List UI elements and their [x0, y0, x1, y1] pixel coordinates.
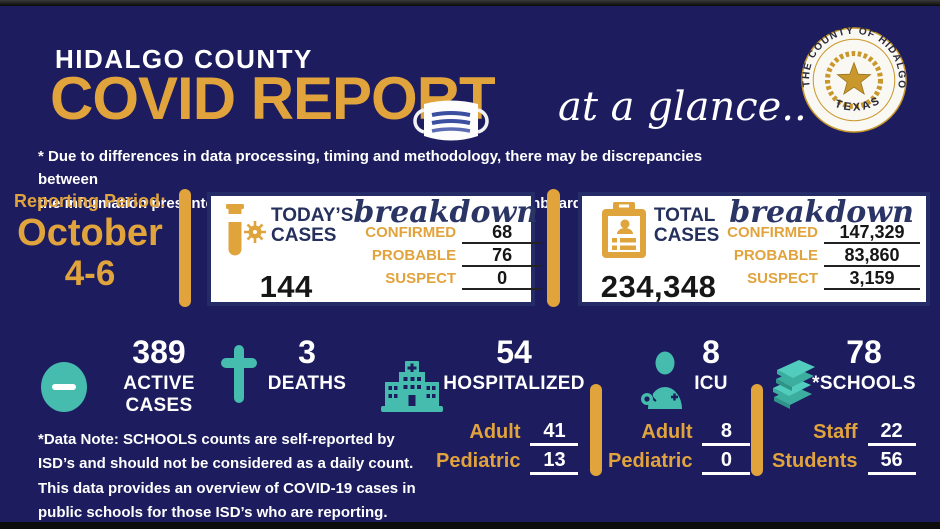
hospitalized-breakdown: Adult 41 Pediatric 13 — [436, 421, 579, 475]
todays-cases-card: TODAY’S CASES 144 breakdown CONFIRMED 68… — [207, 192, 543, 306]
county-seal: THE COUNTY OF HIDALGO TEXAS — [798, 26, 910, 138]
todays-cases-label: TODAY’S CASES — [271, 205, 354, 246]
total-cases-total: 234,348 — [600, 269, 717, 304]
clipboard-icon — [598, 202, 650, 265]
cross-icon — [221, 345, 257, 410]
data-note: *Data Note: SCHOOLS counts are self-repo… — [38, 428, 428, 525]
reporting-period-days: 4-6 — [64, 253, 116, 293]
active-cases-stat: 389 ACTIVE CASES — [88, 336, 230, 417]
data-note-line-1: *Data Note: SCHOOLS counts are self-repo… — [38, 431, 395, 448]
hospitalized-label: HOSPITALIZED — [443, 373, 585, 394]
hospital-icon — [381, 361, 443, 418]
hospitalized-stat: 54 HOSPITALIZED — [438, 336, 590, 395]
breakdown-row: SUSPECT 0 — [353, 269, 543, 290]
deaths-label: DEATHS — [267, 373, 347, 394]
data-note-line-4: public schools for those ISD’s who are r… — [38, 503, 388, 521]
deaths-value: 3 — [298, 334, 316, 370]
total-cases-card: TOTAL CASES 234,348 breakdown CONFIRMED … — [578, 192, 930, 306]
minus-circle-icon — [40, 361, 88, 418]
divider-bar — [590, 384, 602, 476]
active-cases-value: 389 — [132, 334, 186, 370]
icu-breakdown: Adult 8 Pediatric 0 — [608, 421, 751, 475]
active-cases-label: ACTIVE CASES — [123, 373, 195, 416]
page-title: COVID REPORT — [50, 65, 496, 132]
disclaimer-line-1: * Due to differences in data processing,… — [38, 148, 703, 189]
divider-bar — [179, 189, 191, 307]
reporting-period: Reporting Period: October 4-6 — [4, 191, 176, 291]
total-cases-label: TOTAL CASES — [653, 205, 720, 246]
tagline: at a glance.. — [558, 84, 807, 130]
seal-star — [836, 61, 872, 96]
icu-value: 8 — [702, 334, 720, 370]
schools-breakdown: Staff 22 Students 56 — [772, 421, 916, 475]
reporting-period-label: Reporting Period: — [14, 191, 166, 211]
data-note-line-3: This data provides an overview of COVID-… — [38, 479, 416, 497]
schools-stat: 78 *SCHOOLS — [806, 336, 922, 395]
divider-bar — [751, 384, 763, 476]
breakdown-row: PROBABLE 83,860 — [727, 246, 920, 267]
breakdown-row: CONFIRMED 68 — [353, 223, 543, 244]
face-mask-icon — [410, 90, 492, 155]
breakdown-row: SUSPECT 3,159 — [727, 269, 920, 290]
schools-value: 78 — [846, 334, 882, 370]
breakdown-row: CONFIRMED 147,329 — [727, 223, 920, 244]
top-letterbox-strip — [0, 0, 940, 6]
data-note-line-2: ISD’s and should not be considered as a … — [38, 455, 414, 473]
hospitalized-value: 54 — [496, 334, 532, 370]
divider-bar — [547, 189, 560, 307]
schools-label: *SCHOOLS — [812, 373, 916, 394]
icu-label: ICU — [694, 373, 728, 394]
county-name: HIDALGO COUNTY — [55, 44, 313, 74]
todays-cases-total: 144 — [259, 269, 313, 304]
test-tube-icon — [219, 202, 267, 265]
icu-stat: 8 ICU — [678, 336, 744, 395]
deaths-stat: 3 DEATHS — [252, 336, 362, 395]
breakdown-script-title: breakdown — [353, 195, 539, 230]
bottom-letterbox-strip — [0, 522, 940, 529]
reporting-period-month: October — [17, 212, 163, 254]
breakdown-script-title: breakdown — [729, 195, 914, 230]
books-stack-icon — [767, 355, 819, 414]
breakdown-row: PROBABLE 76 — [353, 246, 543, 267]
doctor-icon — [638, 351, 686, 414]
